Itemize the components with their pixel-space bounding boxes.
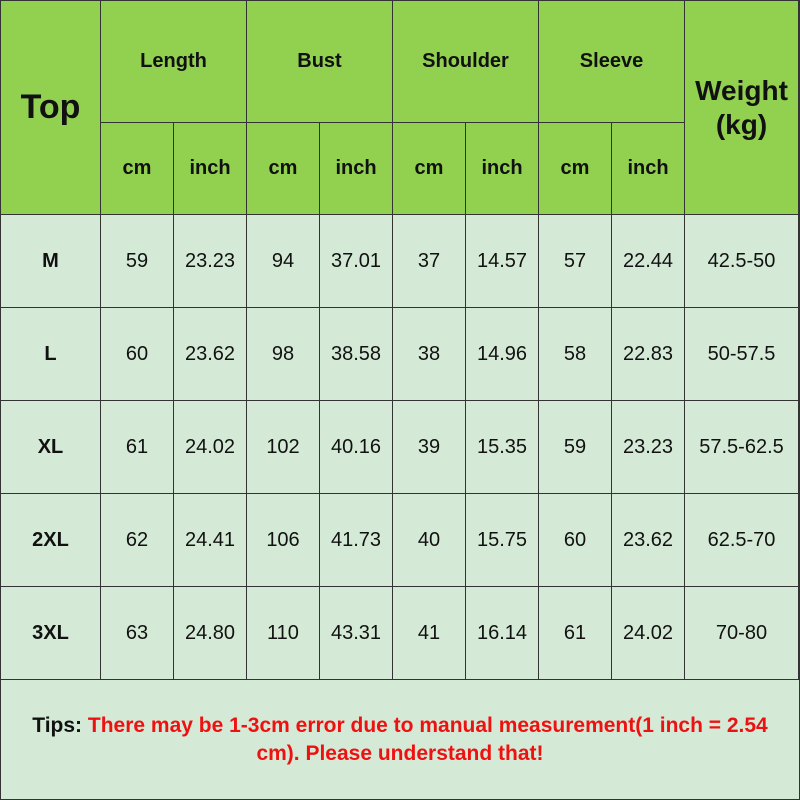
value-cell: 59 xyxy=(101,215,174,308)
value-cell: 39 xyxy=(393,401,466,494)
value-cell: 60 xyxy=(539,494,612,587)
value-cell: 61 xyxy=(539,587,612,680)
value-cell: 59 xyxy=(539,401,612,494)
value-cell: 40 xyxy=(393,494,466,587)
unit-cm: cm xyxy=(247,123,320,215)
value-cell: 24.02 xyxy=(612,587,685,680)
size-cell: 2XL xyxy=(1,494,101,587)
tips-text: There may be 1-3cm error due to manual m… xyxy=(87,713,768,765)
value-cell: 60 xyxy=(101,308,174,401)
table-corner-title: Top xyxy=(1,1,101,215)
value-cell: 63 xyxy=(101,587,174,680)
unit-inch: inch xyxy=(612,123,685,215)
weight-label: Weight xyxy=(695,74,788,106)
value-cell: 23.23 xyxy=(612,401,685,494)
value-cell: 16.14 xyxy=(466,587,539,680)
value-cell: 23.62 xyxy=(612,494,685,587)
value-cell: 41 xyxy=(393,587,466,680)
value-cell: 38 xyxy=(393,308,466,401)
size-cell: L xyxy=(1,308,101,401)
value-cell: 22.83 xyxy=(612,308,685,401)
header-weight: Weight (kg) xyxy=(685,1,799,215)
tips-label: Tips: xyxy=(32,713,83,737)
value-cell: 15.35 xyxy=(466,401,539,494)
value-cell: 61 xyxy=(101,401,174,494)
size-cell: 3XL xyxy=(1,587,101,680)
value-cell: 23.62 xyxy=(174,308,247,401)
value-cell: 62 xyxy=(101,494,174,587)
unit-inch: inch xyxy=(174,123,247,215)
value-cell: 15.75 xyxy=(466,494,539,587)
value-cell: 37 xyxy=(393,215,466,308)
value-cell: 102 xyxy=(247,401,320,494)
value-cell: 41.73 xyxy=(320,494,393,587)
value-cell: 110 xyxy=(247,587,320,680)
value-cell: 24.02 xyxy=(174,401,247,494)
weight-unit: (kg) xyxy=(715,108,768,140)
value-cell: 24.41 xyxy=(174,494,247,587)
value-cell: 94 xyxy=(247,215,320,308)
value-cell: 37.01 xyxy=(320,215,393,308)
value-cell: 40.16 xyxy=(320,401,393,494)
value-cell: 58 xyxy=(539,308,612,401)
value-cell: 50-57.5 xyxy=(685,308,799,401)
value-cell: 98 xyxy=(247,308,320,401)
value-cell: 38.58 xyxy=(320,308,393,401)
value-cell: 57 xyxy=(539,215,612,308)
value-cell: 23.23 xyxy=(174,215,247,308)
size-cell: M xyxy=(1,215,101,308)
header-bust: Bust xyxy=(247,1,393,123)
header-length: Length xyxy=(101,1,247,123)
value-cell: 43.31 xyxy=(320,587,393,680)
unit-cm: cm xyxy=(101,123,174,215)
header-sleeve: Sleeve xyxy=(539,1,685,123)
value-cell: 14.57 xyxy=(466,215,539,308)
value-cell: 22.44 xyxy=(612,215,685,308)
header-shoulder: Shoulder xyxy=(393,1,539,123)
value-cell: 57.5-62.5 xyxy=(685,401,799,494)
size-cell: XL xyxy=(1,401,101,494)
unit-cm: cm xyxy=(539,123,612,215)
value-cell: 24.80 xyxy=(174,587,247,680)
value-cell: 42.5-50 xyxy=(685,215,799,308)
tips-note: Tips: There may be 1-3cm error due to ma… xyxy=(1,680,799,799)
value-cell: 14.96 xyxy=(466,308,539,401)
unit-inch: inch xyxy=(320,123,393,215)
unit-inch: inch xyxy=(466,123,539,215)
unit-cm: cm xyxy=(393,123,466,215)
value-cell: 106 xyxy=(247,494,320,587)
value-cell: 70-80 xyxy=(685,587,799,680)
value-cell: 62.5-70 xyxy=(685,494,799,587)
